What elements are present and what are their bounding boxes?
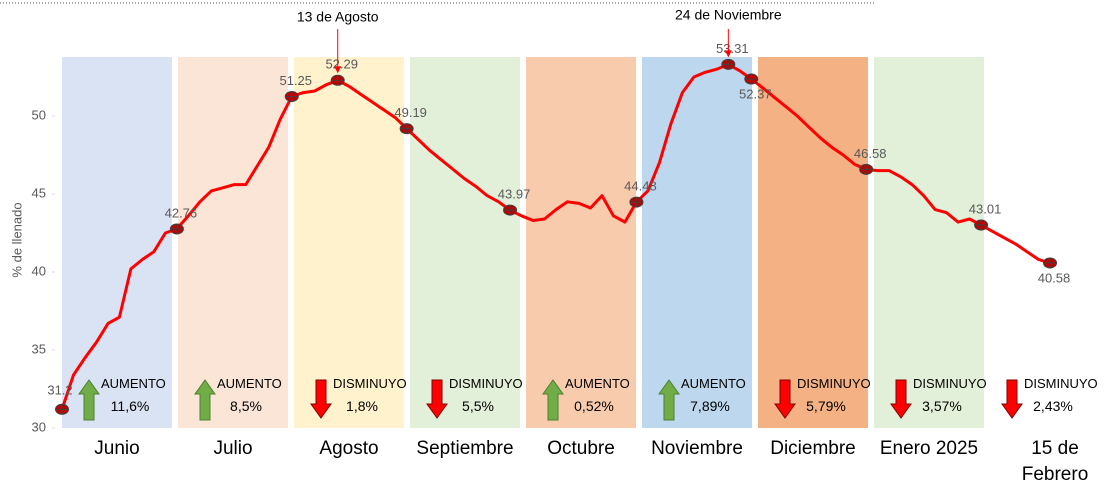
- value-label: 42.76: [165, 205, 198, 220]
- change-label: DISMINUYO: [1024, 376, 1098, 391]
- change-value: 2,43%: [1033, 398, 1073, 414]
- point-marker: [399, 123, 414, 135]
- change-label: AUMENTO: [101, 376, 166, 391]
- value-label: 43.01: [969, 201, 1002, 216]
- value-label: 40.58: [1038, 270, 1071, 285]
- point-marker: [284, 91, 299, 102]
- month-band: [642, 57, 752, 428]
- x-category-label: Noviembre: [651, 438, 743, 459]
- change-value: 11,6%: [110, 398, 150, 414]
- change-label: DISMINUYO: [913, 376, 987, 391]
- y-axis-label: % de llenado: [9, 202, 24, 277]
- point-marker: [330, 74, 345, 86]
- change-label: DISMINUYO: [333, 376, 407, 391]
- arrow-up: [194, 379, 216, 421]
- value-label: 44.48: [624, 179, 657, 194]
- value-label: 51.25: [279, 73, 312, 88]
- month-band: [874, 57, 984, 428]
- y-tick-label: 30: [32, 419, 46, 434]
- data-line: [60, 62, 1051, 410]
- arrow-up: [78, 379, 100, 421]
- arrow-up: [658, 379, 680, 421]
- point-marker: [55, 403, 69, 415]
- value-label: 52.29: [325, 57, 358, 72]
- point-marker: [744, 73, 759, 85]
- change-value: 1,8%: [346, 398, 378, 414]
- month-band: [410, 57, 520, 428]
- arrow-down: [1001, 379, 1023, 419]
- x-category-label: Diciembre: [770, 438, 856, 459]
- y-tick-label: 40: [32, 263, 46, 278]
- value-label: 52.37: [739, 86, 772, 101]
- point-marker: [629, 196, 644, 208]
- month-band: [758, 57, 868, 428]
- point-marker: [859, 163, 874, 175]
- point-marker: [721, 58, 736, 70]
- change-label: AUMENTO: [565, 376, 630, 391]
- change-label: DISMINUYO: [797, 376, 871, 391]
- value-label: 43.97: [498, 187, 531, 202]
- point-marker: [169, 223, 184, 235]
- x-category-label: Enero 2025: [879, 438, 979, 459]
- bands: [62, 57, 984, 428]
- x-category-label: Julio: [213, 438, 253, 459]
- value-label: 46.58: [854, 146, 887, 161]
- x-category-label: Septiembre: [416, 438, 514, 459]
- value-label: 53.31: [716, 41, 749, 56]
- change-value: 8,5%: [230, 398, 262, 414]
- value-label: 49.19: [394, 105, 427, 120]
- change-value: 5,5%: [462, 398, 494, 414]
- y-tick-label: 50: [32, 107, 46, 122]
- annotation-arrowhead: [334, 66, 342, 74]
- arrow-down: [890, 379, 912, 419]
- y-tick-label: 35: [32, 341, 46, 356]
- annotation-text: 13 de Agosto: [297, 9, 379, 25]
- month-band: [62, 57, 172, 428]
- y-tick-label: 45: [32, 185, 46, 200]
- month-band: [294, 57, 404, 428]
- change-value: 5,79%: [806, 398, 846, 414]
- change-label: AUMENTO: [681, 376, 746, 391]
- x-category-label: Junio: [94, 438, 140, 459]
- arrow-down: [310, 379, 332, 419]
- month-band: [178, 57, 288, 428]
- x-category-label: Agosto: [319, 438, 379, 459]
- value-label: 31.2: [47, 383, 72, 398]
- month-band: [526, 57, 636, 428]
- change-label: DISMINUYO: [449, 376, 523, 391]
- arrow-down: [774, 379, 796, 419]
- arrow-up: [542, 379, 564, 421]
- change-value: 3,57%: [922, 398, 962, 414]
- point-marker: [974, 219, 989, 231]
- annotation-text: 24 de Noviembre: [675, 7, 782, 23]
- point-marker: [503, 204, 518, 216]
- arrow-down: [426, 379, 448, 419]
- change-value: 7,89%: [690, 398, 730, 414]
- point-marker: [1043, 257, 1057, 269]
- annotation-arrowhead: [724, 50, 732, 58]
- change-label: AUMENTO: [217, 376, 282, 391]
- x-category-label: 15 de Febrero: [1021, 438, 1089, 485]
- change-value: 0,52%: [574, 398, 614, 414]
- x-category-label: Octubre: [547, 438, 615, 459]
